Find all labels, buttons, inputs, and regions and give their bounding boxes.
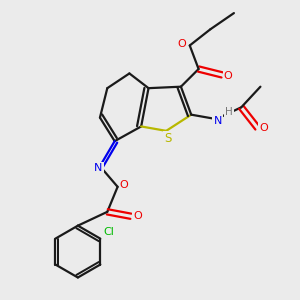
Text: N: N [94, 163, 103, 173]
Text: O: O [224, 70, 233, 80]
Text: H: H [225, 107, 232, 117]
Text: O: O [120, 180, 128, 190]
Text: S: S [164, 132, 171, 145]
Text: Cl: Cl [104, 227, 115, 237]
Text: O: O [133, 211, 142, 221]
Text: N: N [214, 116, 222, 126]
Text: O: O [260, 123, 268, 133]
Text: O: O [177, 39, 186, 49]
